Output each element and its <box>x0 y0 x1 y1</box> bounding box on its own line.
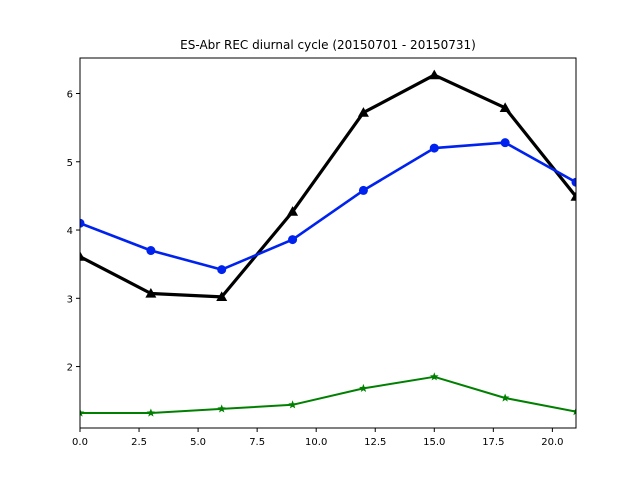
data-point <box>80 408 85 417</box>
data-point <box>571 407 576 416</box>
data-point <box>145 288 157 298</box>
x-tick-label: 10.0 <box>305 437 327 448</box>
x-tick-label: 20.0 <box>541 437 563 448</box>
data-point <box>429 143 439 153</box>
x-tick-label: 7.5 <box>249 437 265 448</box>
y-tick-label: 3 <box>67 294 73 305</box>
data-point <box>499 102 511 112</box>
data-point <box>570 191 576 201</box>
data-point <box>359 383 368 392</box>
chart-title: ES-Abr REC diurnal cycle (20150701 - 201… <box>180 38 476 52</box>
y-tick-label: 4 <box>67 226 73 237</box>
x-axis: 0.0 2.5 5.0 7.5 10.0 12.5 15.0 17.5 20.0 <box>72 428 564 448</box>
y-tick-label: 6 <box>67 89 73 100</box>
data-point <box>146 408 156 417</box>
x-tick-label: 15.0 <box>423 437 445 448</box>
data-point <box>146 246 156 256</box>
series-1 <box>80 138 576 275</box>
series-line <box>80 375 576 414</box>
data-point <box>428 69 440 80</box>
data-point <box>357 107 369 117</box>
y-axis: 2 3 4 5 6 <box>67 89 80 374</box>
x-tick-label: 2.5 <box>131 437 147 448</box>
data-point <box>430 372 439 381</box>
data-point <box>217 404 226 413</box>
data-point <box>217 265 227 275</box>
series-0 <box>80 69 576 302</box>
x-tick-label: 5.0 <box>190 437 206 448</box>
data-point <box>80 218 85 228</box>
series-layer <box>80 69 576 417</box>
series-line <box>80 73 576 299</box>
plot-frame <box>79 57 577 429</box>
data-point <box>287 206 299 216</box>
x-tick-label: 0.0 <box>72 437 88 448</box>
data-point <box>288 235 298 245</box>
data-point <box>500 393 510 402</box>
data-point <box>358 185 368 195</box>
y-tick-label: 2 <box>67 363 73 374</box>
data-point <box>500 138 510 148</box>
data-point <box>571 177 576 187</box>
data-point <box>80 251 86 261</box>
data-point <box>216 291 228 302</box>
data-point <box>288 400 297 409</box>
y-tick-label: 5 <box>67 158 73 169</box>
x-tick-label: 12.5 <box>364 437 386 448</box>
series-2 <box>80 372 576 417</box>
series-line <box>80 141 576 271</box>
x-tick-label: 17.5 <box>482 437 504 448</box>
